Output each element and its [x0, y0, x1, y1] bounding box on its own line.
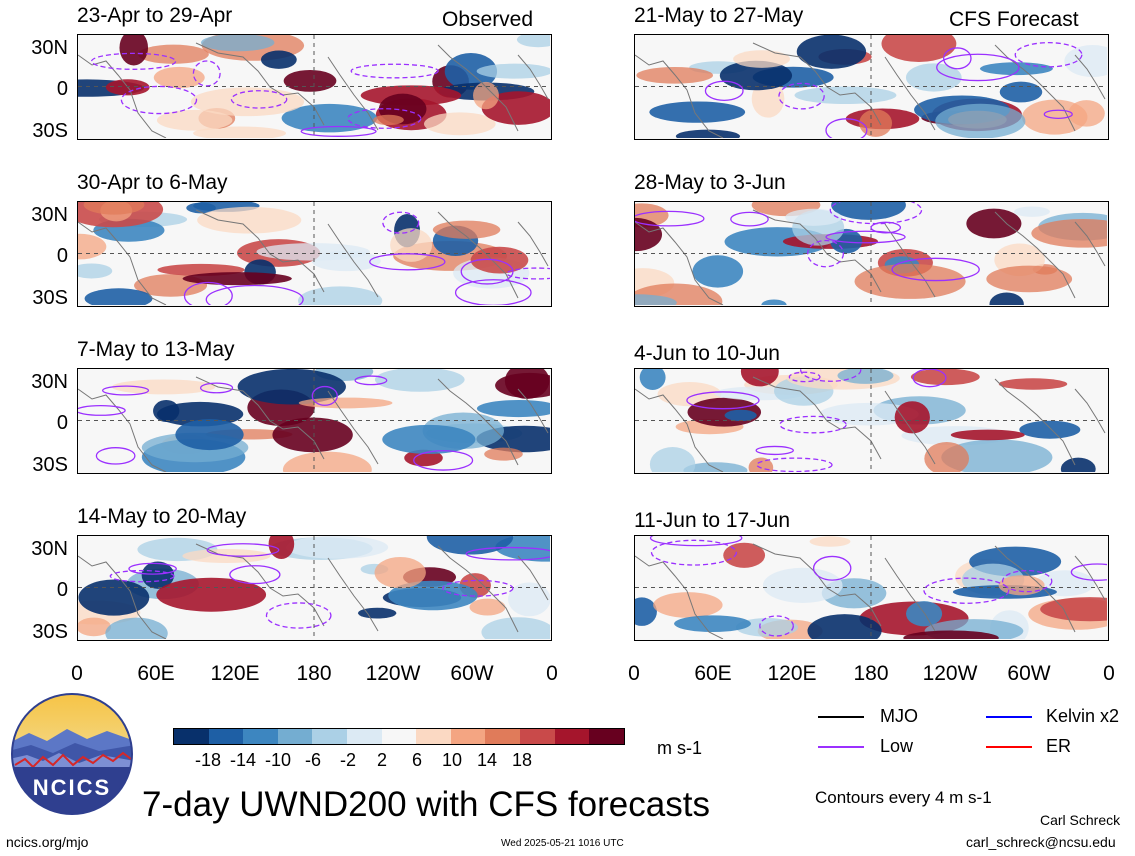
legend-kelvin-label: Kelvin x2 — [1046, 706, 1120, 726]
wind-anomaly-field — [78, 35, 550, 138]
legend-low-line — [818, 746, 864, 748]
lat-label-30s: 30S — [32, 287, 68, 309]
map-panel-forecast-2 — [634, 201, 1109, 307]
lat-label-30n: 30N — [31, 371, 68, 393]
lat-label-eq: 0 — [56, 78, 68, 100]
legend-mjo-label: MJO — [880, 706, 918, 726]
wind-anomaly-field — [78, 369, 550, 472]
lon-label: 120E — [210, 662, 260, 685]
colorbar-swatch — [243, 729, 278, 744]
map-panel-forecast-1 — [634, 34, 1109, 140]
legend-low-label: Low — [880, 736, 914, 756]
logo-text: NCICS — [33, 775, 111, 800]
map-panel-observed-4 — [77, 535, 552, 641]
wind-anomaly-field — [78, 202, 550, 305]
colorbar-swatch — [174, 729, 209, 744]
colorbar-tick: -18 — [194, 750, 222, 770]
wind-anomaly-field — [635, 35, 1107, 138]
forecast-period-3: 4-Jun to 10-Jun — [634, 342, 780, 365]
colorbar-swatch — [347, 729, 382, 744]
colorbar-swatch — [381, 729, 417, 744]
footer-url[interactable]: ncics.org/mjo — [6, 834, 89, 850]
map-panel-forecast-3 — [634, 368, 1109, 474]
legend-er-line — [986, 746, 1032, 748]
lon-label: 120W — [922, 662, 978, 685]
colorbar-tick: -6 — [304, 750, 322, 770]
lon-label: 60E — [694, 662, 732, 685]
lon-label: 60W — [1007, 662, 1051, 685]
main-title: 7-day UWND200 with CFS forecasts — [142, 785, 710, 824]
footer-author: Carl Schreck — [1040, 812, 1121, 828]
lat-label-30n: 30N — [31, 37, 68, 59]
lat-label-30s: 30S — [32, 621, 68, 643]
footer-email[interactable]: carl_schreck@ncsu.edu — [966, 834, 1116, 850]
wind-anomaly-field — [78, 536, 550, 639]
lon-label: 120E — [767, 662, 817, 685]
legend-er-label: ER — [1046, 736, 1072, 756]
observed-period-1: 23-Apr to 29-Apr — [77, 4, 233, 27]
lat-label-30s: 30S — [32, 120, 68, 142]
colorbar-swatch — [312, 729, 348, 744]
lon-label: 0 — [1103, 662, 1115, 685]
colorbar-tick: 14 — [476, 750, 498, 770]
observed-label: Observed — [442, 8, 534, 31]
wind-anomaly-field — [635, 536, 1107, 639]
colorbar-swatch — [416, 729, 451, 744]
lat-label-30n: 30N — [31, 538, 68, 560]
legend-kelvin-line — [986, 716, 1032, 718]
lon-label: 120W — [365, 662, 421, 685]
lat-label-eq: 0 — [56, 245, 68, 267]
lat-label-30s: 30S — [32, 454, 68, 476]
footer-timestamp: Wed 2025-05-21 1016 UTC — [501, 838, 624, 849]
wind-anomaly-field — [635, 369, 1107, 472]
contour-note: Contours every 4 m s-1 — [815, 788, 992, 807]
observed-period-3: 7-May to 13-May — [77, 338, 235, 361]
forecast-period-2: 28-May to 3-Jun — [634, 171, 786, 194]
lon-label: 0 — [628, 662, 640, 685]
colorbar-swatch — [589, 729, 624, 744]
forecast-period-1: 21-May to 27-May — [634, 4, 804, 27]
colorbar-swatch — [450, 729, 486, 744]
lat-label-30n: 30N — [31, 204, 68, 226]
map-panel-observed-1 — [77, 34, 552, 140]
colorbar — [173, 728, 625, 745]
ncics-logo: NCICS — [9, 691, 135, 817]
lon-label: 0 — [546, 662, 558, 685]
map-panel-observed-2 — [77, 201, 552, 307]
colorbar-swatch — [277, 729, 313, 744]
legend-mjo-line — [818, 716, 864, 718]
lon-label: 0 — [71, 662, 83, 685]
colorbar-tick: -2 — [339, 750, 357, 770]
colorbar-tick: 10 — [441, 750, 463, 770]
lon-label: 60W — [450, 662, 494, 685]
observed-period-4: 14-May to 20-May — [77, 505, 247, 528]
wind-anomaly-field — [635, 202, 1107, 305]
colorbar-units: m s-1 — [657, 738, 702, 758]
forecast-label: CFS Forecast — [949, 8, 1079, 31]
colorbar-swatch — [520, 729, 555, 744]
map-panel-forecast-4 — [634, 535, 1109, 641]
lon-label: 180 — [853, 662, 889, 685]
lat-label-eq: 0 — [56, 412, 68, 434]
colorbar-swatch — [554, 729, 590, 744]
map-panel-observed-3 — [77, 368, 552, 474]
colorbar-tick: 6 — [411, 750, 423, 770]
colorbar-swatch — [208, 729, 244, 744]
observed-period-2: 30-Apr to 6-May — [77, 171, 228, 194]
colorbar-tick: 18 — [511, 750, 533, 770]
lon-label: 60E — [137, 662, 175, 685]
colorbar-swatch — [485, 729, 521, 744]
colorbar-tick: 2 — [376, 750, 388, 770]
colorbar-tick: -14 — [229, 750, 257, 770]
lat-label-eq: 0 — [56, 579, 68, 601]
lon-label: 180 — [296, 662, 332, 685]
forecast-period-4: 11-Jun to 17-Jun — [634, 509, 791, 532]
colorbar-tick: -10 — [264, 750, 292, 770]
